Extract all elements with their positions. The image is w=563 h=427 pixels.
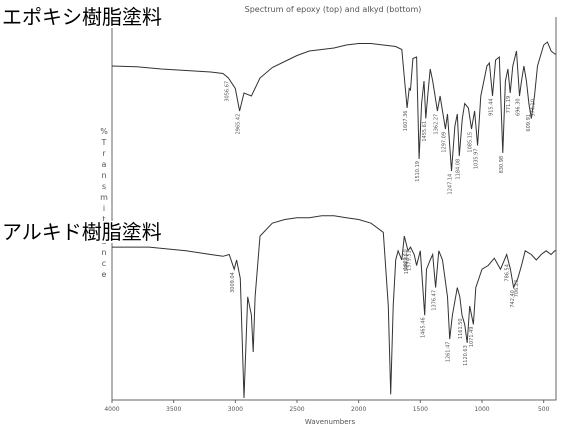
y-label-char: n: [101, 248, 106, 257]
peak-label: 1161.50: [458, 318, 464, 339]
peak-label: 1376.47: [432, 290, 438, 311]
y-label-char: T: [101, 138, 107, 147]
peak-label: 786.54: [504, 264, 510, 282]
peak-label: 696.30: [515, 98, 521, 116]
peak-label: 706.23: [514, 280, 520, 298]
peak-label: 742.40: [510, 290, 516, 308]
peak-label: 3056.67: [224, 81, 230, 102]
x-tick-label: 3000: [228, 406, 243, 413]
peak-label: 1261.47: [446, 342, 452, 363]
peak-label: 1184.08: [455, 159, 461, 180]
epoxy-spectrum-line: [111, 41, 556, 172]
x-tick-label: 3500: [166, 406, 181, 413]
chart-frame: [111, 17, 557, 401]
y-label-char: s: [102, 182, 106, 191]
y-label-char: r: [102, 149, 106, 158]
peak-label: 1071.49: [469, 326, 475, 347]
y-label-char: a: [102, 160, 107, 169]
x-tick-label: 2000: [351, 406, 366, 413]
series-epoxy: [111, 41, 556, 172]
peak-label: 1609.10: [403, 249, 409, 270]
y-label-char: %: [100, 127, 108, 136]
peak-labels-epoxy: 3056.67 2965.42 1607.36 1510.19 1455.61 1362.…: [224, 81, 536, 195]
peak-label: 3009.04: [230, 272, 236, 293]
peak-label: 574.10: [531, 99, 537, 117]
peak-label: 1362.27: [433, 114, 439, 135]
peak-label: 1120.63: [463, 345, 469, 366]
peak-label: 1599.41: [404, 254, 410, 275]
y-axis-label: %Transmittance: [100, 127, 108, 279]
peak-label: 1579.51: [407, 250, 413, 271]
alkyd-paint-label: アルキド樹脂塗料: [0, 220, 164, 244]
x-axis-label: Wavenumbers: [305, 418, 356, 426]
y-label-char: i: [103, 204, 105, 213]
alkyd-spectrum-line: [112, 215, 556, 399]
x-axis-ticks: 4000 3500 3000 2500 2000 1500 1000 500: [104, 400, 550, 413]
epoxy-paint-label: エポキシ樹脂塗料: [0, 5, 164, 29]
y-label-char: n: [101, 171, 106, 180]
y-label-char: m: [100, 193, 108, 202]
peak-label: 1297.09: [441, 132, 447, 153]
y-label-char: e: [102, 270, 107, 279]
series-alkyd: [112, 215, 556, 399]
peak-label: 915.44: [488, 98, 494, 116]
peak-label: 609.91: [526, 114, 532, 132]
peak-label: 1510.19: [415, 161, 421, 182]
peak-label: 771.19: [506, 96, 512, 114]
peak-label: 1085.15: [467, 132, 473, 153]
peak-label: 2965.42: [236, 114, 242, 135]
peak-label: 1035.97: [474, 148, 480, 169]
peak-label: 830.98: [499, 156, 505, 174]
y-label-char: c: [102, 259, 106, 268]
peak-label: 1465.46: [421, 317, 427, 338]
x-tick-label: 1000: [474, 406, 489, 413]
x-tick-label: 1500: [413, 406, 428, 413]
x-tick-label: 2500: [289, 406, 304, 413]
peak-label: 1247.14: [448, 174, 454, 195]
x-tick-label: 500: [538, 406, 550, 413]
y-label-char: t: [102, 215, 105, 224]
chart-title: Spectrum of epoxy (top) and alkyd (botto…: [245, 5, 422, 14]
x-tick-label: 4000: [104, 406, 119, 413]
plot-border: [111, 17, 557, 401]
peak-label: 1607.36: [403, 111, 409, 132]
peak-label: 1455.61: [422, 121, 428, 142]
